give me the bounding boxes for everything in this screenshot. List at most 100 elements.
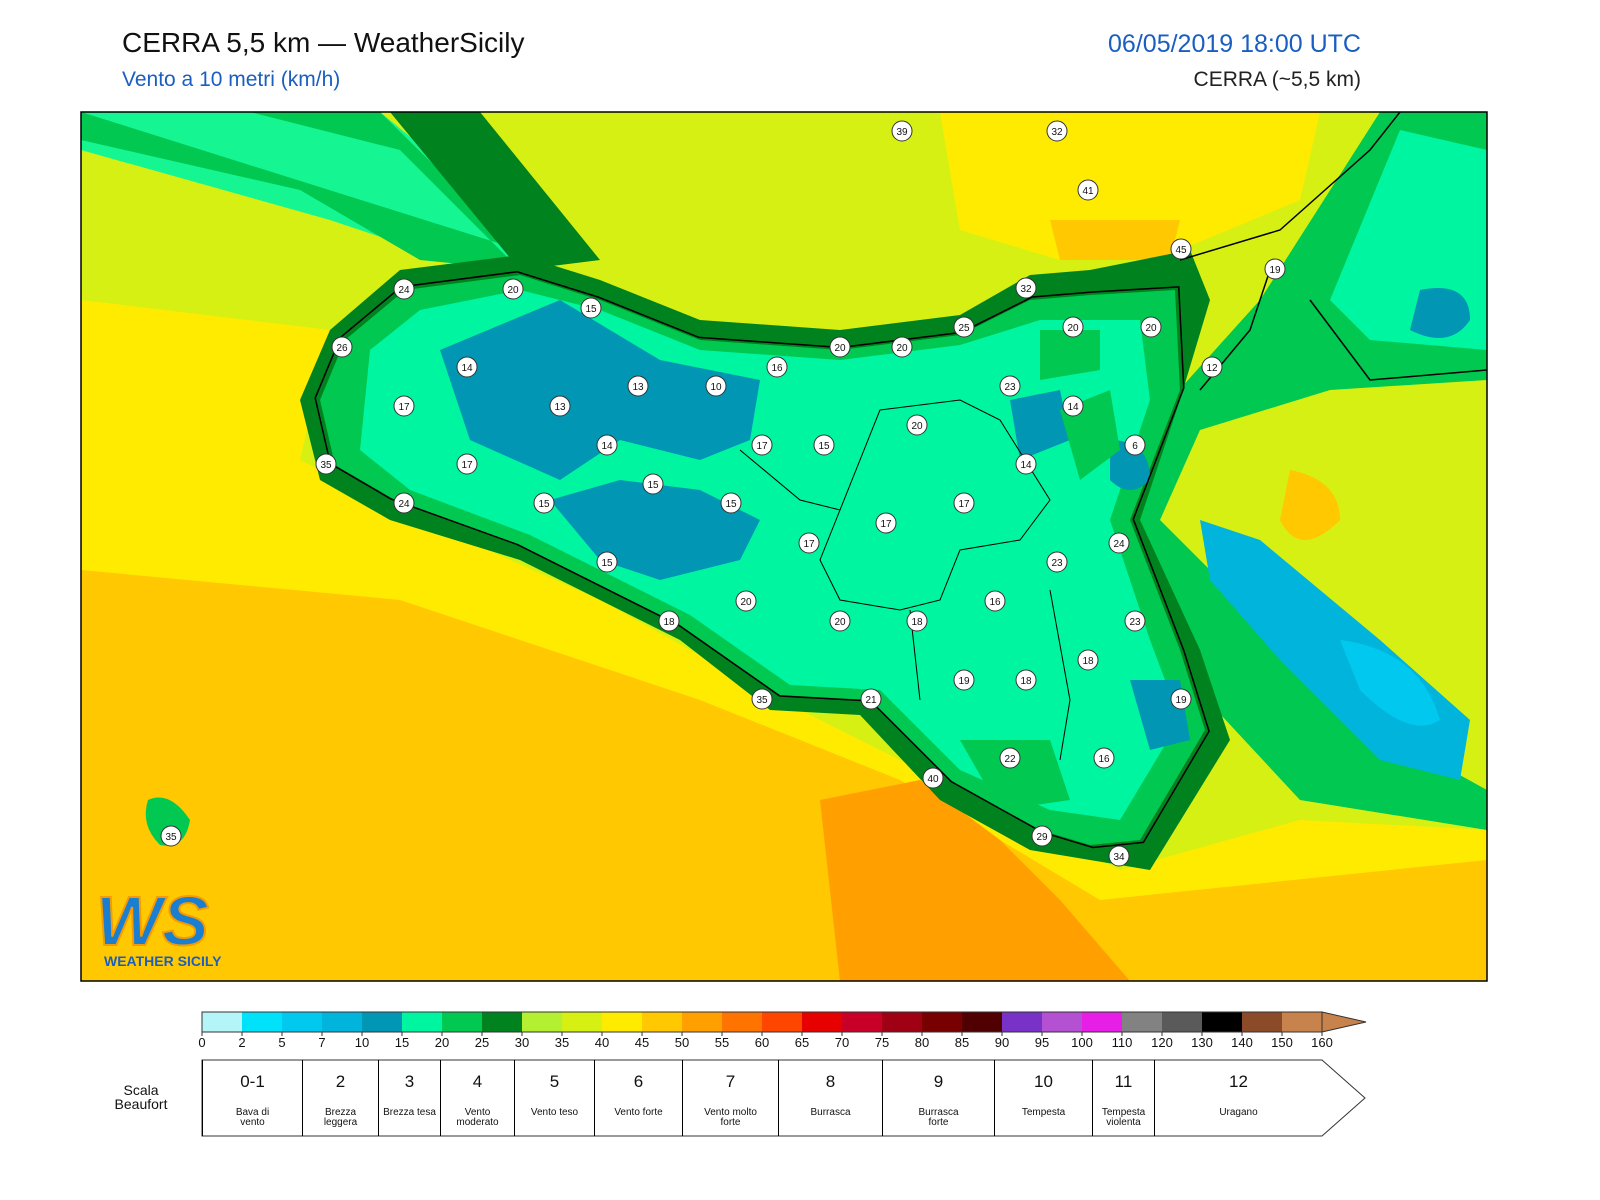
station-marker <box>1062 395 1084 417</box>
station-marker <box>1046 120 1068 142</box>
station-marker <box>1077 649 1099 671</box>
station-value: 21 <box>865 695 877 706</box>
colorbar-tick-label: 65 <box>795 1035 809 1050</box>
colorbar-tick-label: 160 <box>1311 1035 1333 1050</box>
station-value: 14 <box>461 363 473 374</box>
station-value: 20 <box>1145 323 1157 334</box>
station-value: 22 <box>1004 754 1016 765</box>
stations: 39 32 41 45 19 24 20 15 32 25 20 20 26 20 20 14 16 13 10 23… <box>160 120 1286 867</box>
colorbar-swatch <box>682 1012 722 1032</box>
station-marker <box>1108 845 1130 867</box>
station-marker <box>533 492 555 514</box>
colorbar-swatch <box>202 1012 242 1032</box>
station-marker <box>999 747 1021 769</box>
colorbar-swatch <box>1082 1012 1122 1032</box>
station-value: 20 <box>896 343 908 354</box>
station-value: 17 <box>803 539 815 550</box>
beaufort-description: Burrasca <box>810 1107 851 1118</box>
colorbar-swatch <box>1242 1012 1282 1032</box>
station-value: 17 <box>880 519 892 530</box>
beaufort-number: 0-1 <box>240 1072 265 1091</box>
colorbar-swatch <box>882 1012 922 1032</box>
station-value: 16 <box>771 363 783 374</box>
colorbar-swatch <box>962 1012 1002 1032</box>
station-marker <box>1124 610 1146 632</box>
colorbar-swatch <box>1122 1012 1162 1032</box>
station-value: 15 <box>818 441 830 452</box>
colorbar-swatch <box>322 1012 362 1032</box>
logo-text: WEATHER SICILY <box>104 953 222 969</box>
station-value: 19 <box>958 676 970 687</box>
colorbar-swatch <box>922 1012 962 1032</box>
beaufort-description: Bava di vento <box>235 1107 270 1128</box>
subtitle: Vento a 10 metri (km/h) <box>122 68 340 91</box>
station-marker <box>751 434 773 456</box>
station-value: 35 <box>165 832 177 843</box>
colorbar-swatch <box>442 1012 482 1032</box>
station-value: 20 <box>507 285 519 296</box>
station-marker <box>813 434 835 456</box>
station-value: 26 <box>336 343 348 354</box>
beaufort-level: 10 Tempesta <box>994 1060 1092 1136</box>
beaufort-number: 4 <box>472 1072 483 1091</box>
station-value: 19 <box>1269 265 1281 276</box>
station-value: 16 <box>989 597 1001 608</box>
colorbar-tick-label: 20 <box>435 1035 449 1050</box>
station-value: 41 <box>1082 186 1094 197</box>
colorbar-swatch <box>762 1012 802 1032</box>
colorbar-swatch <box>282 1012 322 1032</box>
station-marker <box>549 395 571 417</box>
station-value: 14 <box>1020 460 1032 471</box>
station-marker <box>160 825 182 847</box>
station-marker <box>1201 356 1223 378</box>
beaufort-description: Tempesta violenta <box>1101 1107 1146 1128</box>
colorbar-swatch <box>1162 1012 1202 1032</box>
beaufort-number: 10 <box>1034 1072 1053 1091</box>
colorbar-tick-label: 130 <box>1191 1035 1213 1050</box>
station-value: 16 <box>1098 754 1110 765</box>
beaufort-description: Vento molto forte <box>704 1107 757 1128</box>
colorbar-tick-label: 25 <box>475 1035 489 1050</box>
station-marker <box>502 278 524 300</box>
colorbar-swatch <box>562 1012 602 1032</box>
colorbar-tick-label: 7 <box>318 1035 325 1050</box>
station-marker <box>953 316 975 338</box>
station-value: 45 <box>1175 245 1187 256</box>
station-value: 39 <box>896 127 908 138</box>
station-value: 24 <box>398 285 410 296</box>
beaufort-level: 7 Vento molto forte <box>682 1060 778 1136</box>
station-marker <box>1124 434 1146 456</box>
colorbar-tick-label: 80 <box>915 1035 929 1050</box>
colorbar-swatch <box>522 1012 562 1032</box>
beaufort-description: Vento forte <box>614 1107 663 1118</box>
beaufort-description: Vento moderato <box>456 1107 499 1128</box>
station-value: 23 <box>1129 617 1141 628</box>
colorbar-tick-label: 55 <box>715 1035 729 1050</box>
colorbar-swatch <box>242 1012 282 1032</box>
colorbar-tick-label: 30 <box>515 1035 529 1050</box>
beaufort-level: 11 Tempesta violenta <box>1092 1060 1154 1136</box>
station-value: 15 <box>601 558 613 569</box>
beaufort-description: Burrasca forte <box>918 1107 959 1128</box>
beaufort-number: 5 <box>549 1072 560 1091</box>
beaufort-level: 2 Brezza leggera <box>302 1060 378 1136</box>
colorbar-swatch <box>842 1012 882 1032</box>
colorbar-tick-label: 5 <box>278 1035 285 1050</box>
station-marker <box>658 610 680 632</box>
colorbar-arrow <box>1321 1011 1367 1033</box>
colorbar-tick-label: 95 <box>1035 1035 1049 1050</box>
colorbar-swatch <box>482 1012 522 1032</box>
colorbar-swatch <box>602 1012 642 1032</box>
map-frame <box>80 111 1488 982</box>
station-marker <box>596 551 618 573</box>
colorbar-tick-label: 0 <box>198 1035 205 1050</box>
station-value: 10 <box>710 382 722 393</box>
station-marker <box>891 120 913 142</box>
station-marker <box>1093 747 1115 769</box>
station-value: 35 <box>320 460 332 471</box>
station-marker <box>1062 316 1084 338</box>
map-field <box>81 112 1487 981</box>
station-marker <box>906 610 928 632</box>
station-value: 23 <box>1004 382 1016 393</box>
station-value: 32 <box>1051 127 1063 138</box>
